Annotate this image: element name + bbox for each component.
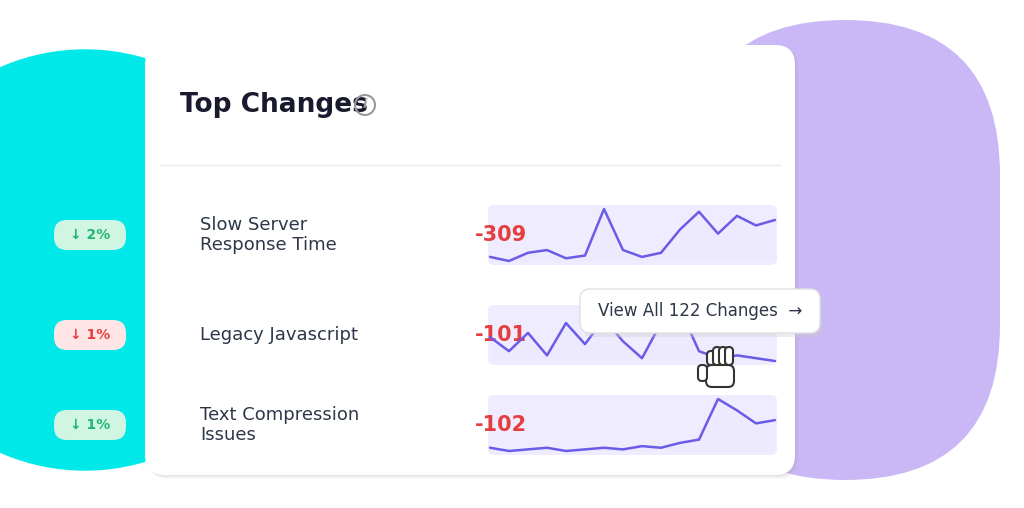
FancyBboxPatch shape [488,205,777,265]
FancyBboxPatch shape [725,347,733,365]
Text: -101: -101 [475,325,527,345]
Polygon shape [490,209,775,261]
Polygon shape [490,399,775,451]
FancyBboxPatch shape [488,305,777,365]
FancyBboxPatch shape [54,410,126,440]
Polygon shape [490,309,775,361]
Text: Response Time: Response Time [200,236,337,254]
FancyBboxPatch shape [488,395,777,455]
FancyBboxPatch shape [713,347,721,365]
Text: View All 122 Changes  →: View All 122 Changes → [598,302,802,320]
FancyBboxPatch shape [706,365,734,387]
FancyBboxPatch shape [583,293,823,337]
Text: -309: -309 [475,225,527,245]
Text: Slow Server: Slow Server [200,216,307,234]
Text: Text Compression: Text Compression [200,406,359,424]
FancyBboxPatch shape [54,220,126,250]
Text: ↓ 2%: ↓ 2% [70,228,111,242]
FancyBboxPatch shape [707,351,715,365]
Text: -102: -102 [475,415,527,435]
Text: i: i [362,99,368,111]
Text: Issues: Issues [200,426,256,444]
FancyBboxPatch shape [719,347,727,365]
Text: ↓ 1%: ↓ 1% [70,328,111,342]
FancyBboxPatch shape [145,45,795,475]
FancyBboxPatch shape [698,365,707,381]
Text: Top Changes: Top Changes [180,92,368,118]
Text: Legacy Javascript: Legacy Javascript [200,326,358,344]
Circle shape [0,50,295,470]
Text: ↓ 1%: ↓ 1% [70,418,111,432]
FancyBboxPatch shape [690,20,1000,480]
FancyBboxPatch shape [580,289,820,333]
FancyBboxPatch shape [54,320,126,350]
